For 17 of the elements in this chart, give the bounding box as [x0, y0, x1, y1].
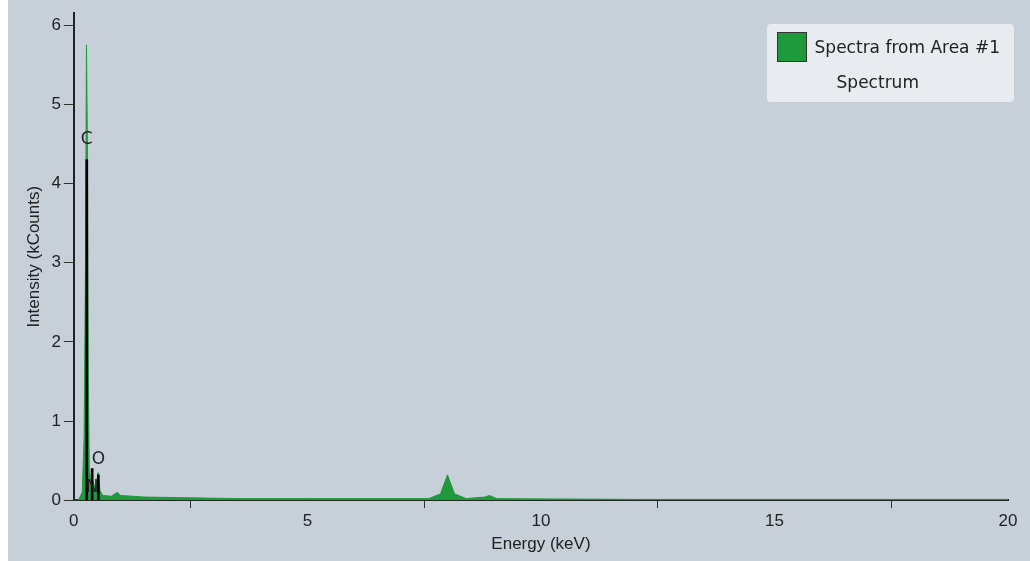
y-axis-title: Intensity (kCounts) [23, 185, 43, 328]
legend-title: Spectrum [835, 71, 920, 94]
annotation: O [91, 448, 106, 469]
legend-label: Spectra from Area #1 [814, 37, 1000, 57]
y-tick-label: 0 [51, 489, 61, 509]
x-tick-label: 5 [302, 511, 313, 531]
y-tick-label: 1 [51, 410, 61, 430]
x-tick-label: 0 [69, 511, 79, 531]
x-axis-title: Energy (keV) [491, 534, 591, 554]
x-tick-label: 10 [531, 511, 551, 531]
x-tick-label: 15 [765, 511, 784, 531]
y-tick-label: 6 [51, 14, 61, 34]
y-tick-label: 5 [51, 93, 61, 113]
y-tick-label: 4 [51, 173, 61, 193]
y-tick-label: 2 [51, 331, 61, 351]
x-tick-label: 20 [998, 511, 1018, 531]
y-tick-label: 3 [51, 252, 61, 272]
